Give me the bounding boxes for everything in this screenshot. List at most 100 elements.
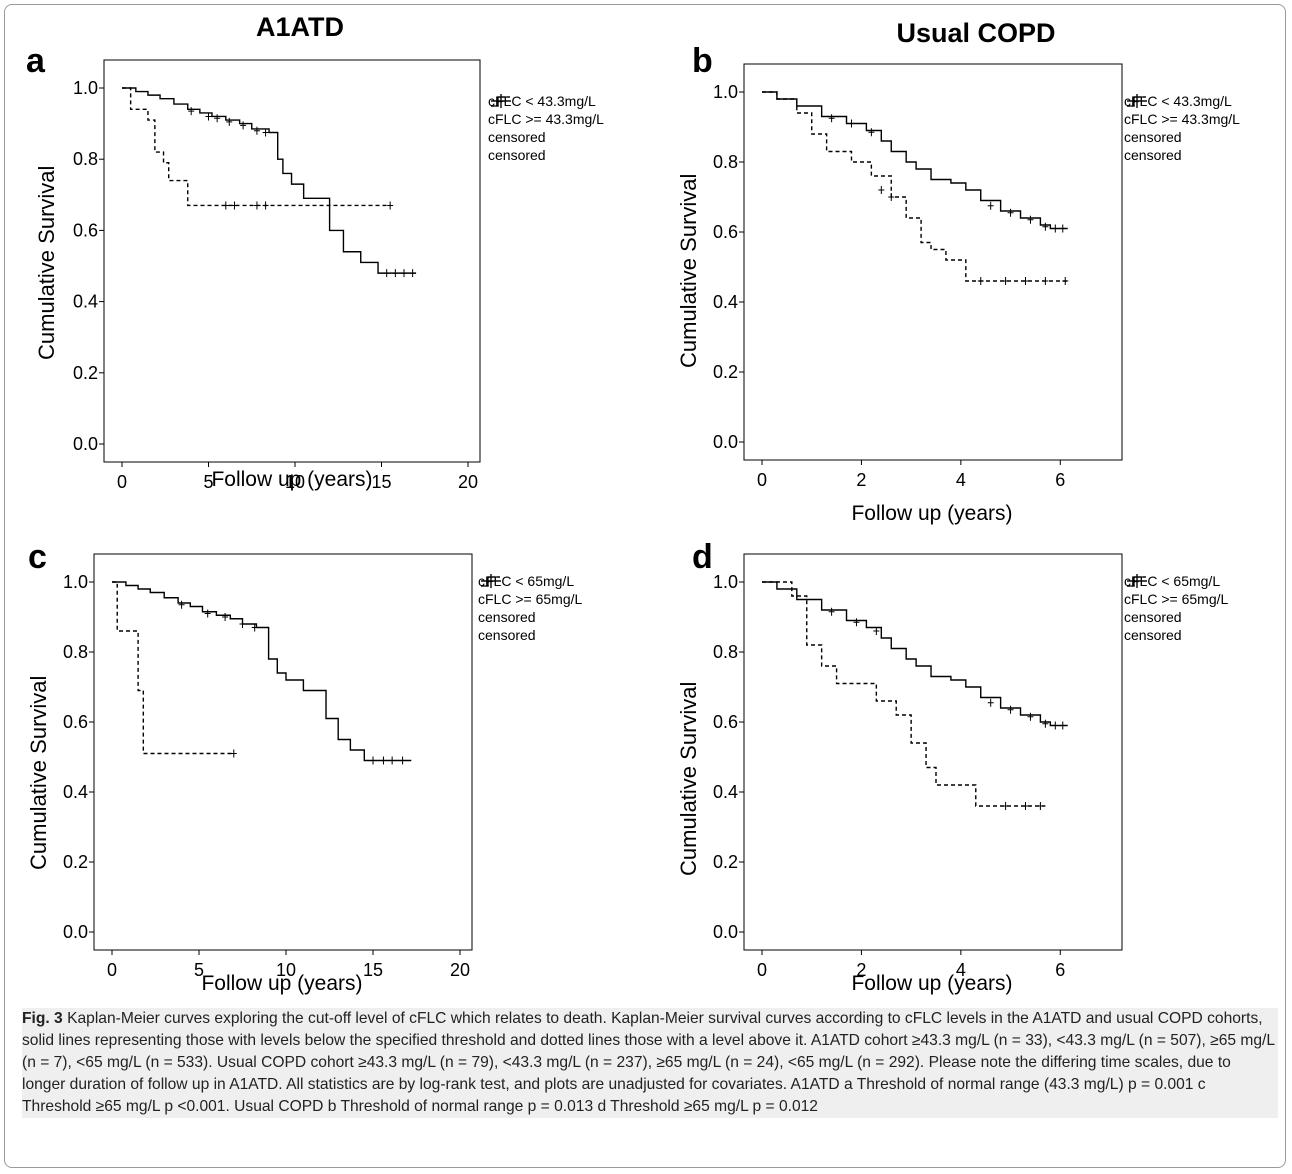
legend-label: cFLC < 43.3mg/L <box>488 93 596 109</box>
x-tick-label: 2 <box>856 470 866 490</box>
plot-area-border <box>743 63 1123 461</box>
legend-label: cFLC < 65mg/L <box>478 573 575 589</box>
x-tick-label: 20 <box>450 960 470 980</box>
x-tick-label: 4 <box>956 960 966 980</box>
series-line-dashed <box>122 87 391 207</box>
legend-label: cFLC >= 65mg/L <box>478 591 583 607</box>
legend-label: censored <box>488 129 546 145</box>
panel-b: b Usual COPD Cumulative Survival Follow … <box>646 0 1292 525</box>
y-tick-label: 0.4 <box>63 782 88 802</box>
plot-area-border <box>743 553 1123 951</box>
censored-plus-icon <box>1127 574 1147 588</box>
censored-mark <box>878 186 885 194</box>
legend-item-dashed: cFLC >= 43.3mg/L <box>1124 96 1240 128</box>
censored-mark <box>1002 802 1009 810</box>
censored-mark <box>1052 721 1059 730</box>
panel-heading-a: A1ATD <box>255 12 344 42</box>
x-tick-label: 6 <box>1055 960 1065 980</box>
y-tick-label: 0.6 <box>713 222 738 242</box>
panel-label-c: c <box>28 538 47 576</box>
legend-item-dashed: cFLC >= 65mg/L <box>1124 576 1229 608</box>
censored-plus-icon <box>1127 94 1147 108</box>
x-tick-label: 0 <box>757 960 767 980</box>
x-axis-label-a: Follow up (years) <box>211 468 373 491</box>
y-tick-label: 0.6 <box>73 220 98 240</box>
censored-mark <box>1007 208 1014 217</box>
series-line-dashed <box>762 91 1068 282</box>
legend-label: cFLC < 65mg/L <box>1124 573 1221 589</box>
legend-item-censored: censored <box>488 94 604 146</box>
legend-item-censored: censored <box>1124 94 1240 164</box>
legend-label: censored <box>1124 627 1182 643</box>
series-line-dashed <box>112 581 234 755</box>
legend-label: censored <box>488 147 546 163</box>
y-tick-label: 0.4 <box>713 292 738 312</box>
censored-mark <box>1052 224 1059 233</box>
panel-d: d Cumulative Survival Follow up (years) … <box>646 520 1292 1000</box>
y-tick-label: 0.0 <box>63 922 88 942</box>
censored-mark <box>230 749 237 758</box>
y-tick-label: 0.8 <box>73 149 98 169</box>
censored-plus-icon <box>481 574 501 588</box>
censored-mark <box>1007 705 1014 714</box>
panel-c: c Cumulative Survival Follow up (years) … <box>0 520 646 1000</box>
x-tick-label: 10 <box>285 472 305 492</box>
censored-mark <box>380 756 387 765</box>
censored-mark <box>868 128 875 137</box>
censored-mark <box>1042 719 1049 728</box>
plot-area-border <box>93 553 473 951</box>
censored-mark <box>262 128 269 137</box>
y-tick-label: 0.2 <box>63 852 88 872</box>
x-tick-label: 2 <box>856 960 866 980</box>
chart-a: 0.0 0.2 0.4 0.6 0.8 1.0 0 5 10 15 20 <box>73 59 481 492</box>
figure-frame <box>4 4 1286 1168</box>
censored-mark <box>370 756 376 765</box>
legend-item-censored: censored <box>478 574 582 644</box>
x-tick-label: 15 <box>363 960 383 980</box>
legend-c: cFLC < 65mg/L cFLC >= 65mg/L censored ce… <box>478 572 582 644</box>
censored-mark <box>987 201 994 210</box>
y-tick-label: 1.0 <box>713 572 738 592</box>
y-tick-label: 0.0 <box>713 922 738 942</box>
censored-mark <box>253 126 260 135</box>
legend-item-censored: censored <box>1124 94 1240 146</box>
censored-mark <box>1022 802 1029 810</box>
x-tick-label: 0 <box>107 960 117 980</box>
y-tick-label: 0.6 <box>63 712 88 732</box>
censored-mark <box>214 114 221 123</box>
legend-item-censored: censored <box>1124 574 1228 644</box>
censored-mark <box>848 119 855 128</box>
x-tick-label: 20 <box>458 472 478 492</box>
plot-area-border <box>103 59 481 463</box>
x-axis-label-b: Follow up (years) <box>851 502 1013 525</box>
y-tick-label: 1.0 <box>73 78 98 98</box>
censored-mark <box>1027 215 1034 224</box>
panel-label-a: a <box>26 42 45 80</box>
legend-item-dashed: cFLC >= 43.3mg/L <box>488 96 604 128</box>
censored-mark <box>1062 277 1069 285</box>
censored-mark <box>853 618 860 627</box>
censored-mark <box>226 117 233 126</box>
censored-mark <box>828 607 835 616</box>
y-tick-label: 0.4 <box>713 782 738 802</box>
legend-label: cFLC >= 65mg/L <box>1124 591 1229 607</box>
legend-label: censored <box>478 627 536 643</box>
legend-label: censored <box>1124 129 1182 145</box>
y-tick-label: 0.6 <box>713 712 738 732</box>
censored-mark <box>1022 277 1029 285</box>
x-tick-label: 5 <box>194 960 204 980</box>
censored-plus-icon <box>491 94 511 108</box>
legend-item-dashed: cFLC >= 65mg/L <box>478 576 583 608</box>
x-tick-label: 4 <box>956 470 966 490</box>
series-line-solid <box>762 581 1068 727</box>
censored-mark <box>873 627 880 635</box>
y-tick-label: 0.0 <box>73 434 98 454</box>
censored-mark <box>1037 802 1044 810</box>
legend-item-censored: censored <box>1124 574 1228 626</box>
y-tick-label: 1.0 <box>713 82 738 102</box>
chart-c: 0.0 0.2 0.4 0.6 0.8 1.0 0 5 10 15 20 <box>63 553 473 980</box>
censored-mark <box>1002 277 1009 285</box>
x-tick-label: 0 <box>757 470 767 490</box>
censored-mark <box>1059 721 1066 730</box>
censored-mark <box>251 623 258 632</box>
